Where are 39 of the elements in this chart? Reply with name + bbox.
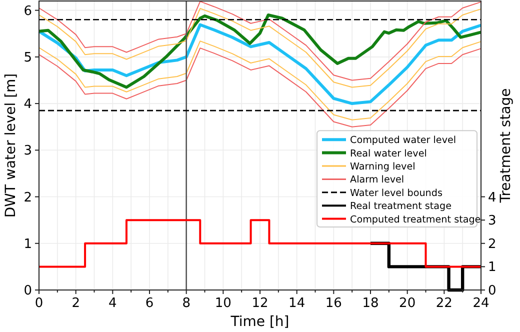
x-tick-label: 4 — [108, 296, 117, 311]
legend-label: Computed treatment stage — [350, 214, 481, 226]
legend-label: Water level bounds — [350, 188, 442, 199]
x-axis-title: Time [h] — [230, 314, 290, 330]
y2-tick-label: 4 — [488, 190, 496, 206]
y2-tick-label: 3 — [488, 214, 496, 229]
y2-tick-label: 1 — [488, 260, 496, 276]
y-tick-label: 4 — [24, 97, 32, 112]
y-tick-label: 5 — [24, 50, 32, 66]
y-tick-label: 2 — [24, 190, 32, 206]
y2-axis-title: Treatment stage — [498, 88, 514, 204]
x-tick-label: 14 — [288, 296, 306, 311]
x-tick-label: 6 — [145, 296, 154, 311]
legend-label: Computed water level — [350, 135, 456, 146]
x-tick-label: 10 — [214, 296, 232, 311]
y-tick-label: 0 — [24, 284, 32, 298]
legend-label: Warning level — [350, 162, 416, 172]
legend-label: Alarm level — [350, 174, 404, 186]
line-series — [38, 40, 482, 120]
x-tick-label: 2 — [72, 296, 80, 311]
legend-label: Real water level — [350, 148, 427, 160]
x-tick-label: 24 — [472, 296, 490, 311]
y-tick-label: 6 — [24, 4, 32, 19]
line-series — [38, 23, 482, 106]
x-tick-label: 18 — [362, 296, 379, 311]
x-tick-label: 0 — [34, 296, 44, 311]
x-tick-label: 8 — [182, 296, 190, 311]
x-tick-label: 12 — [252, 296, 268, 311]
x-tick-label: 22 — [436, 296, 452, 311]
y2-tick-label: 0 — [488, 284, 496, 298]
line-series — [38, 48, 482, 128]
y-tick-label: 1 — [24, 236, 32, 252]
legend-label: Real treatment stage — [350, 201, 452, 212]
y-tick-label: 3 — [24, 144, 32, 159]
y2-tick-label: 2 — [488, 236, 496, 252]
y-axis-title: DWT water level [m] — [3, 73, 19, 218]
x-tick-label: 20 — [399, 296, 416, 311]
line-series — [38, 0, 482, 81]
x-tick-label: 16 — [325, 296, 342, 311]
